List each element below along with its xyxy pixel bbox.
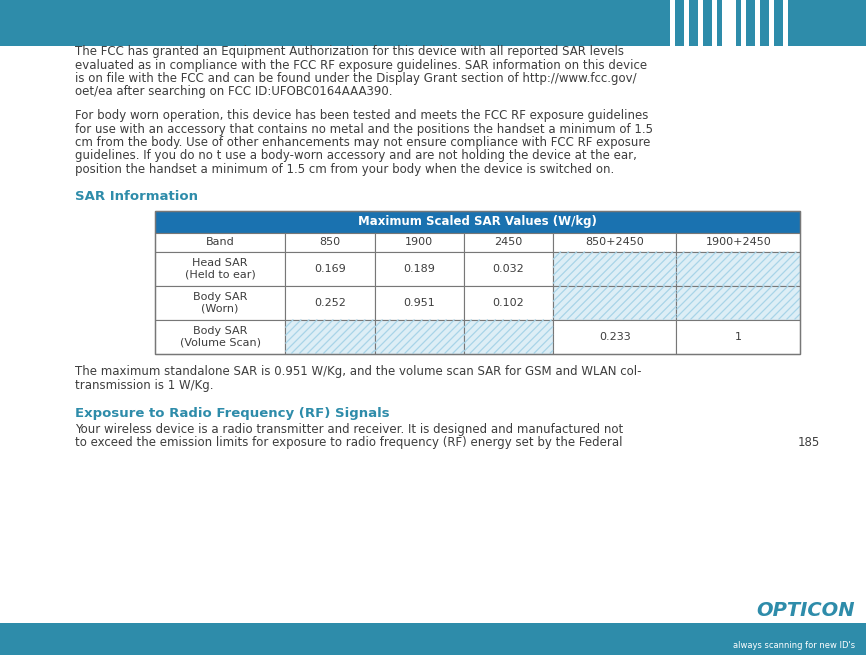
Bar — [553, 252, 676, 286]
Bar — [0, 625, 866, 655]
Bar — [0, 0, 866, 46]
Bar — [553, 320, 676, 354]
Text: Maximum Scaled SAR Values (W/kg): Maximum Scaled SAR Values (W/kg) — [358, 215, 597, 228]
Bar — [676, 233, 800, 252]
Text: The FCC has granted an Equipment Authorization for this device with all reported: The FCC has granted an Equipment Authori… — [75, 45, 624, 58]
Text: 185: 185 — [798, 436, 820, 449]
Bar — [553, 286, 676, 320]
Text: 1900+2450: 1900+2450 — [706, 237, 771, 247]
Bar — [464, 320, 553, 354]
Bar — [464, 286, 553, 320]
Text: 850+2450: 850+2450 — [585, 237, 644, 247]
Bar — [676, 286, 800, 320]
Text: transmission is 1 W/Kg.: transmission is 1 W/Kg. — [75, 379, 214, 392]
Bar — [286, 252, 375, 286]
Bar — [375, 233, 464, 252]
Text: cm from the body. Use of other enhancements may not ensure compliance with FCC R: cm from the body. Use of other enhanceme… — [75, 136, 650, 149]
Bar — [741, 0, 746, 46]
Bar — [286, 320, 375, 354]
Text: Your wireless device is a radio transmitter and receiver. It is designed and man: Your wireless device is a radio transmit… — [75, 422, 624, 436]
Bar — [670, 0, 675, 46]
Text: Band: Band — [206, 237, 235, 247]
Bar — [553, 233, 676, 252]
Bar — [755, 0, 760, 46]
Text: 1: 1 — [734, 331, 742, 341]
Text: OPTICON: OPTICON — [756, 601, 855, 620]
Text: Exposure to Radio Frequency (RF) Signals: Exposure to Radio Frequency (RF) Signals — [75, 407, 390, 419]
Bar — [698, 0, 703, 46]
Bar — [712, 0, 717, 46]
Text: oet/ea after searching on FCC ID:UFOBC0164AAA390.: oet/ea after searching on FCC ID:UFOBC01… — [75, 86, 392, 98]
Bar — [286, 286, 375, 320]
Bar — [155, 252, 286, 286]
Text: 0.233: 0.233 — [599, 331, 630, 341]
Bar — [464, 252, 553, 286]
Text: 0.189: 0.189 — [404, 263, 435, 274]
Text: Body SAR
(Worn): Body SAR (Worn) — [193, 291, 248, 313]
Text: 2450: 2450 — [494, 237, 522, 247]
Text: position the handset a minimum of 1.5 cm from your body when the device is switc: position the handset a minimum of 1.5 cm… — [75, 163, 614, 176]
Bar — [155, 210, 800, 233]
Bar — [783, 0, 788, 46]
Text: 0.951: 0.951 — [404, 297, 435, 307]
Text: guidelines. If you do no t use a body-worn accessory and are not holding the dev: guidelines. If you do no t use a body-wo… — [75, 149, 637, 162]
Text: evaluated as in compliance with the FCC RF exposure guidelines. SAR information : evaluated as in compliance with the FCC … — [75, 58, 647, 71]
Bar — [155, 286, 286, 320]
Text: for use with an accessory that contains no metal and the positions the handset a: for use with an accessory that contains … — [75, 122, 653, 136]
Text: 0.169: 0.169 — [314, 263, 346, 274]
Text: The maximum standalone SAR is 0.951 W/Kg, and the volume scan SAR for GSM and WL: The maximum standalone SAR is 0.951 W/Kg… — [75, 365, 642, 379]
Text: 1900: 1900 — [405, 237, 433, 247]
Bar — [286, 233, 375, 252]
Bar — [684, 0, 689, 46]
Bar — [375, 286, 464, 320]
Text: to exceed the emission limits for exposure to radio frequency (RF) energy set by: to exceed the emission limits for exposu… — [75, 436, 623, 449]
Bar — [375, 252, 464, 286]
Bar — [155, 210, 800, 354]
Text: always scanning for new ID's: always scanning for new ID's — [733, 641, 855, 650]
Bar — [155, 320, 286, 354]
Bar — [375, 320, 464, 354]
Text: 0.102: 0.102 — [493, 297, 524, 307]
Text: SAR Information: SAR Information — [75, 191, 198, 204]
Bar — [155, 233, 286, 252]
Bar — [722, 0, 736, 46]
Bar — [464, 233, 553, 252]
Bar — [769, 0, 774, 46]
Text: For body worn operation, this device has been tested and meets the FCC RF exposu: For body worn operation, this device has… — [75, 109, 649, 122]
Text: Body SAR
(Volume Scan): Body SAR (Volume Scan) — [179, 326, 261, 347]
Text: Head SAR
(Held to ear): Head SAR (Held to ear) — [184, 257, 255, 279]
Bar — [676, 320, 800, 354]
Text: is on file with the FCC and can be found under the Display Grant section of http: is on file with the FCC and can be found… — [75, 72, 637, 85]
Bar — [0, 623, 866, 625]
Text: 0.032: 0.032 — [493, 263, 524, 274]
Bar — [676, 252, 800, 286]
Text: 850: 850 — [320, 237, 340, 247]
Text: 0.252: 0.252 — [314, 297, 346, 307]
